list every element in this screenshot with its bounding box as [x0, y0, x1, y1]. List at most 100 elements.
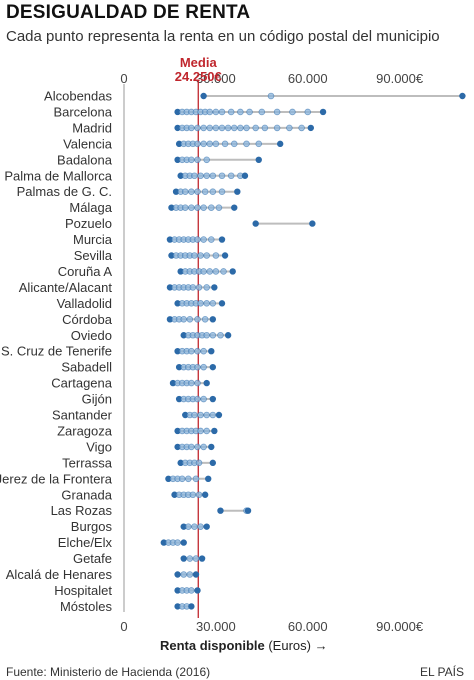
data-point: [212, 268, 220, 275]
x-tick-label-top: 0: [120, 71, 127, 86]
data-point: [209, 459, 217, 467]
data-point: [207, 204, 215, 211]
data-point: [194, 188, 201, 196]
category-label: Vigo: [86, 439, 112, 454]
data-point: [267, 92, 275, 100]
data-point: [200, 92, 207, 100]
data-point: [212, 108, 220, 116]
category-label: Gijón: [82, 392, 112, 407]
data-point: [186, 315, 194, 323]
data-point: [203, 427, 210, 435]
media-label: Media: [180, 55, 218, 70]
category-label: Jerez de la Frontera: [0, 471, 113, 486]
category-label: Terrassa: [62, 455, 113, 470]
x-tick-label-top: 90.000€: [376, 71, 424, 86]
data-point: [180, 555, 187, 562]
data-point: [206, 140, 214, 148]
data-point: [289, 108, 296, 116]
category-label: Alicante/Alacant: [19, 280, 113, 295]
data-point: [201, 315, 209, 323]
media-value-label: 24.250€: [175, 69, 222, 84]
data-point: [194, 587, 201, 594]
data-point: [194, 379, 201, 387]
data-point: [221, 140, 229, 148]
data-point: [188, 156, 195, 164]
data-point: [220, 268, 227, 275]
data-point: [197, 300, 204, 307]
data-point: [186, 555, 194, 562]
data-point: [209, 363, 217, 371]
category-label: Coruña A: [58, 264, 113, 279]
data-point: [195, 491, 203, 499]
x-tick-label-bottom: 60.000: [288, 619, 328, 634]
category-label: S. Cruz de Tenerife: [1, 344, 112, 359]
data-point: [194, 204, 201, 211]
data-point: [237, 108, 244, 116]
data-point: [224, 332, 232, 339]
data-point: [243, 124, 250, 132]
data-point: [194, 443, 201, 451]
data-point: [203, 523, 210, 530]
x-tick-label-top: 60.000: [288, 71, 328, 86]
data-point: [191, 252, 198, 259]
data-point: [194, 156, 201, 164]
x-axis-label-unit: (Euros) →: [268, 638, 327, 653]
data-point: [258, 108, 266, 116]
data-point: [304, 108, 312, 116]
data-point: [200, 124, 207, 132]
x-tick-label-bottom: 90.000€: [376, 619, 424, 634]
data-point: [192, 571, 200, 578]
category-label: Palmas de G. C.: [17, 184, 112, 199]
data-point: [191, 523, 198, 530]
data-point: [218, 172, 226, 180]
data-point: [180, 571, 188, 578]
x-tick-label-top: 30.000: [196, 71, 236, 86]
data-point: [178, 475, 186, 483]
data-point: [298, 124, 305, 132]
category-label: Getafe: [73, 551, 112, 566]
data-point: [200, 204, 207, 211]
data-point: [194, 315, 201, 323]
data-point: [203, 252, 210, 259]
category-label: Elche/Elx: [58, 535, 113, 550]
data-point: [189, 284, 197, 291]
data-point: [197, 411, 204, 419]
data-point: [218, 300, 226, 307]
category-label: Sevilla: [74, 248, 113, 263]
category-label: Valencia: [63, 136, 113, 151]
category-label: Murcia: [73, 232, 113, 247]
data-point: [188, 124, 195, 132]
data-point: [188, 603, 195, 610]
data-point: [197, 252, 204, 259]
category-label: Cartagena: [51, 376, 112, 391]
data-point: [194, 140, 201, 148]
data-point: [195, 284, 203, 291]
data-point: [188, 347, 195, 355]
data-point: [215, 204, 223, 211]
category-label: Santander: [52, 408, 113, 423]
data-point: [200, 347, 207, 355]
data-point: [203, 411, 210, 419]
data-point: [200, 395, 207, 403]
data-point: [205, 475, 212, 482]
data-point: [212, 252, 220, 259]
data-point: [206, 124, 214, 132]
category-label: Las Rozas: [51, 503, 113, 518]
chart-subtitle: Cada punto representa la renta en un cód…: [6, 28, 440, 45]
category-label: Córdoba: [62, 312, 113, 327]
data-point: [209, 395, 217, 403]
data-point: [197, 427, 204, 435]
x-axis-label-main: Renta disponible: [160, 638, 268, 653]
data-point: [203, 172, 210, 180]
data-point: [200, 268, 207, 275]
data-point: [221, 252, 229, 259]
data-point: [227, 172, 235, 180]
data-point: [201, 188, 209, 196]
data-point: [246, 108, 253, 116]
data-point: [229, 268, 236, 275]
data-point: [273, 108, 281, 116]
data-point: [197, 523, 204, 530]
data-point: [211, 284, 218, 291]
data-point: [227, 108, 235, 116]
data-point: [234, 188, 241, 195]
